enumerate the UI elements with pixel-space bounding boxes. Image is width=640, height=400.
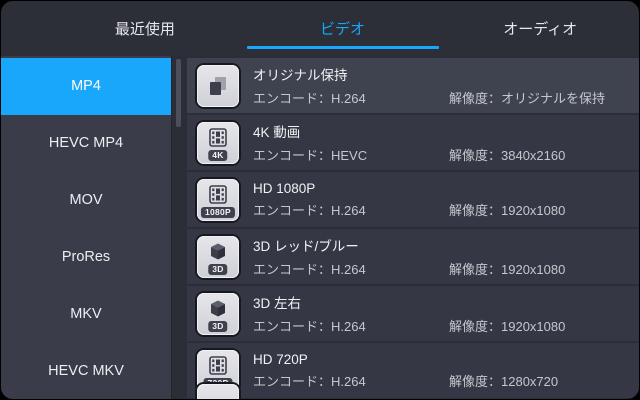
preset-encode: エンコード：HEVC — [253, 148, 368, 163]
preset-title: 4K 動画 — [253, 125, 301, 140]
tab-audio[interactable]: オーディオ — [441, 1, 639, 56]
preset-resolution: 解像度：3840x2160 — [449, 148, 566, 163]
preset-resolution: 解像度：オリジナルを保持 — [449, 91, 606, 106]
preset-title: 3D レッド/ブルー — [253, 239, 359, 254]
sidebar-item-label: MOV — [69, 192, 103, 209]
preset-resolution: 解像度：1920x1080 — [449, 262, 566, 277]
sidebar-item-label: ProRes — [61, 248, 111, 265]
active-tab-underline — [246, 46, 439, 49]
preset-row-original[interactable]: オリジナル保持 エンコード：H.264 解像度：オリジナルを保持 — [187, 58, 639, 113]
preset-encode: エンコード：H.264 — [253, 91, 366, 106]
tab-bar: 最近使用 ビデオ オーディオ — [1, 1, 639, 56]
film-icon: 1080P — [197, 178, 239, 221]
scrollbar-thumb[interactable] — [176, 59, 181, 127]
sidebar-item-hevc-mp4[interactable]: HEVC MP4 — [1, 115, 171, 172]
content-area: MP4 HEVC MP4 MOV ProRes MKV HEVC MKV — [1, 56, 639, 399]
sidebar-item-prores[interactable]: ProRes — [1, 228, 171, 285]
tile-badge: 3D — [208, 320, 228, 332]
sidebar-item-hevc-mkv[interactable]: HEVC MKV — [1, 342, 171, 399]
preset-resolution: 解像度：1920x1080 — [449, 319, 566, 334]
preset-row-3d-anaglyph[interactable]: 3D 3D レッド/ブルー エンコード：H.264 解像度：1920x1080 — [187, 229, 639, 284]
sidebar-item-mp4[interactable]: MP4 — [1, 58, 171, 115]
preset-title: 3D 左右 — [253, 296, 302, 311]
tab-audio-label: オーディオ — [503, 21, 578, 38]
sidebar-item-label: HEVC MP4 — [48, 135, 124, 152]
preset-title: HD 1080P — [253, 180, 316, 196]
tab-video-label: ビデオ — [320, 21, 366, 38]
preset-row-3d-sbs[interactable]: 3D 3D 左右 エンコード：H.264 解像度：1920x1080 — [187, 286, 639, 341]
preset-resolution: 解像度：1920x1080 — [449, 202, 566, 218]
tile-badge: 3D — [208, 263, 228, 275]
preset-row-720p[interactable]: 720P HD 720P エンコード：H.264 解像度：1280x720 — [187, 343, 639, 398]
cube-icon: 3D — [197, 292, 239, 335]
preset-list: オリジナル保持 エンコード：H.264 解像度：オリジナルを保持 4K — [187, 56, 639, 399]
cube-icon: 3D — [197, 235, 239, 278]
sidebar-item-mkv[interactable]: MKV — [1, 285, 171, 342]
preset-encode: エンコード：H.264 — [253, 373, 366, 389]
preset-title: HD 720P — [253, 351, 308, 367]
sidebar-item-mov[interactable]: MOV — [1, 172, 171, 229]
tile-badge: 720P — [203, 377, 233, 389]
sidebar-scrollbar[interactable] — [171, 56, 187, 399]
format-sidebar: MP4 HEVC MP4 MOV ProRes MKV HEVC MKV — [1, 56, 171, 399]
tab-recent[interactable]: 最近使用 — [46, 1, 244, 56]
preset-row-1080p[interactable]: 1080P HD 1080P エンコード：H.264 解像度：1920x1080 — [187, 172, 639, 227]
sidebar-item-label: MKV — [70, 305, 102, 322]
preset-encode: エンコード：H.264 — [253, 319, 366, 334]
copy-icon — [197, 64, 239, 107]
preset-row-4k[interactable]: 4K 4K 動画 エンコード：HEVC 解像度：3840x2160 — [187, 115, 639, 170]
tile-badge: 1080P — [200, 206, 236, 218]
film-icon: 4K — [197, 121, 239, 164]
preset-encode: エンコード：H.264 — [253, 202, 366, 218]
tab-recent-label: 最近使用 — [114, 21, 175, 38]
next-row-tile-edge — [197, 383, 239, 399]
preset-title: オリジナル保持 — [253, 68, 348, 83]
preset-resolution: 解像度：1280x720 — [449, 373, 559, 389]
tab-video[interactable]: ビデオ — [244, 1, 442, 56]
preset-encode: エンコード：H.264 — [253, 262, 366, 277]
sidebar-item-label: HEVC MKV — [48, 362, 124, 379]
sidebar-item-label: MP4 — [71, 78, 101, 95]
tile-badge: 4K — [208, 149, 228, 161]
